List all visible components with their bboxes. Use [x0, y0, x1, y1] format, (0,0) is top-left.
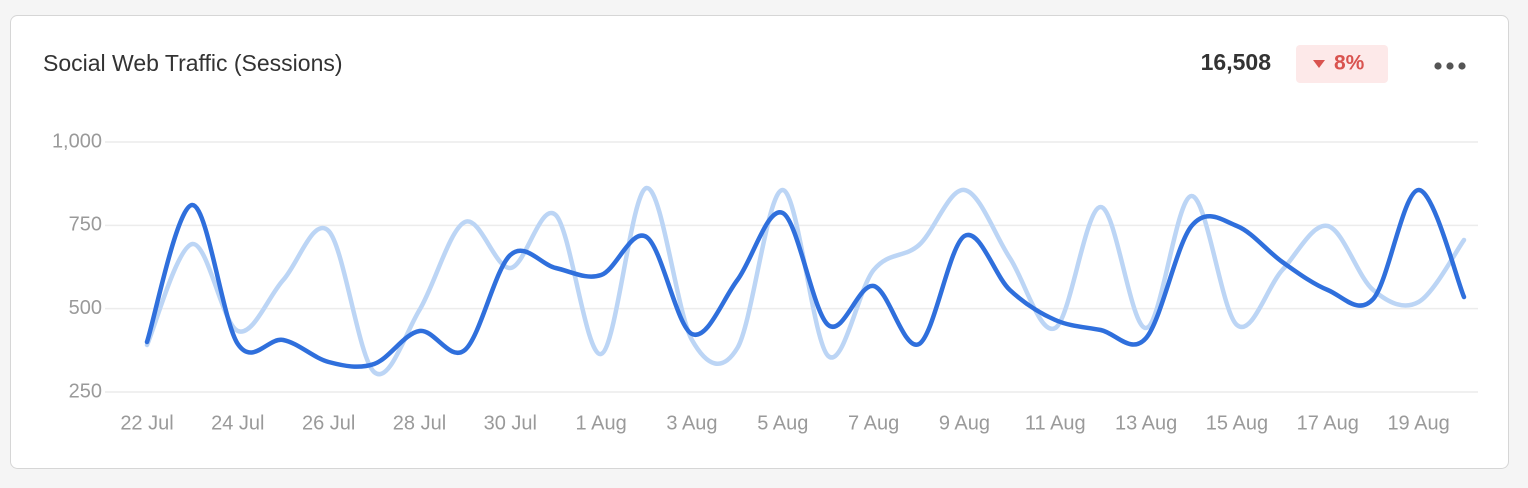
x-tick-label: 5 Aug: [757, 412, 808, 434]
x-tick-label: 1 Aug: [576, 412, 627, 434]
x-tick-label: 19 Aug: [1387, 412, 1449, 434]
y-tick-label: 750: [69, 214, 102, 236]
x-tick-label: 17 Aug: [1297, 412, 1359, 434]
x-tick-label: 22 Jul: [120, 412, 173, 434]
x-tick-label: 28 Jul: [393, 412, 446, 434]
x-tick-label: 9 Aug: [939, 412, 990, 434]
widget-title: Social Web Traffic (Sessions): [43, 50, 343, 76]
x-tick-label: 24 Jul: [211, 412, 264, 434]
menu-button[interactable]: [1434, 62, 1466, 70]
x-tick-label: 30 Jul: [484, 412, 537, 434]
y-tick-label: 250: [69, 380, 102, 402]
x-tick-label: 26 Jul: [302, 412, 355, 434]
x-tick-label: 7 Aug: [848, 412, 899, 434]
series-line: [144, 185, 1467, 377]
y-tick-label: 1,000: [52, 130, 102, 152]
y-tick-label: 500: [69, 297, 102, 319]
change-badge: [1296, 45, 1388, 83]
x-tick-label: 11 Aug: [1025, 412, 1086, 434]
change: 8%: [1334, 52, 1365, 75]
x-tick-label: 13 Aug: [1115, 412, 1177, 434]
total: 16,508: [1201, 49, 1272, 75]
x-tick-label: 15 Aug: [1206, 412, 1268, 434]
down-arrow: [1313, 60, 1325, 68]
x-tick-label: 3 Aug: [666, 412, 717, 434]
series-line: [144, 187, 1467, 369]
